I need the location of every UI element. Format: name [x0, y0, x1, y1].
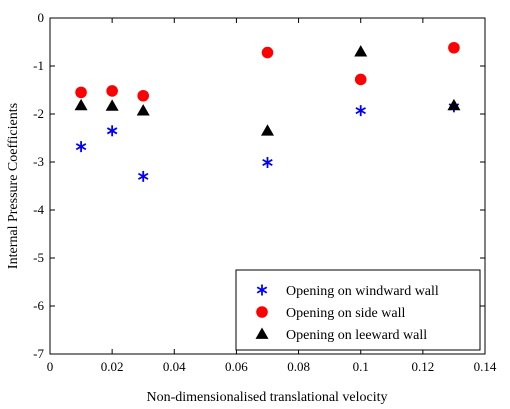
x-tick-label: 0.14 [474, 359, 497, 374]
legend-label-2: Opening on side wall [286, 306, 405, 321]
legend-box [235, 269, 481, 351]
y-tick-label: -4 [33, 202, 44, 217]
x-tick-label: 0.04 [163, 359, 186, 374]
data-points [74, 41, 461, 182]
data-point-series-2 [448, 41, 460, 54]
data-point-series-2 [75, 86, 87, 99]
y-tick-label: -6 [33, 298, 44, 313]
data-point-series-2 [106, 85, 118, 97]
x-tick-label: 0.02 [101, 359, 124, 374]
data-point-series-1 [75, 141, 87, 153]
x-axis: 0 0.02 0.04 0.06 0.08 0.1 0.12 0.14 [47, 18, 497, 374]
x-tick-label: 0 [47, 359, 54, 374]
y-tick-label: -7 [33, 346, 44, 361]
x-tick-label: 0.1 [353, 359, 369, 374]
legend-marker-3 [255, 327, 269, 339]
y-axis: 0 -1 -2 -3 -4 -5 -6 -7 [33, 10, 485, 361]
data-point-series-3 [261, 124, 274, 136]
data-point-series-2 [261, 46, 274, 59]
data-point-series-1 [137, 170, 149, 182]
data-point-series-3 [447, 98, 461, 111]
legend-marker-1 [256, 284, 268, 296]
legend-marker-2 [256, 306, 268, 318]
legend-label-1: Opening on windward wall [286, 284, 439, 299]
legend: Opening on windward wall Opening on side … [235, 269, 481, 351]
y-tick-label: 0 [38, 10, 45, 25]
data-point-series-1 [262, 156, 273, 168]
y-tick-label: -3 [33, 154, 44, 169]
data-point-series-3 [105, 99, 119, 111]
x-tick-label: 0.06 [225, 359, 248, 374]
data-point-series-3 [136, 104, 150, 116]
y-tick-label: -5 [33, 250, 44, 265]
data-point-series-3 [74, 98, 88, 111]
legend-label-3: Opening on leeward wall [286, 328, 427, 343]
x-axis-title: Non-dimensionalised translational veloci… [146, 390, 387, 405]
data-point-series-2 [354, 73, 367, 86]
data-point-series-1 [106, 125, 118, 137]
y-axis-title: Internal Pressure Coefficients [6, 103, 21, 269]
x-tick-label: 0.12 [411, 359, 434, 374]
y-tick-label: -2 [33, 106, 44, 121]
x-tick-label: 0.08 [287, 359, 310, 374]
data-point-series-3 [354, 45, 368, 57]
data-point-series-2 [137, 89, 150, 102]
data-point-series-1 [355, 105, 366, 117]
y-tick-label: -1 [33, 58, 44, 73]
